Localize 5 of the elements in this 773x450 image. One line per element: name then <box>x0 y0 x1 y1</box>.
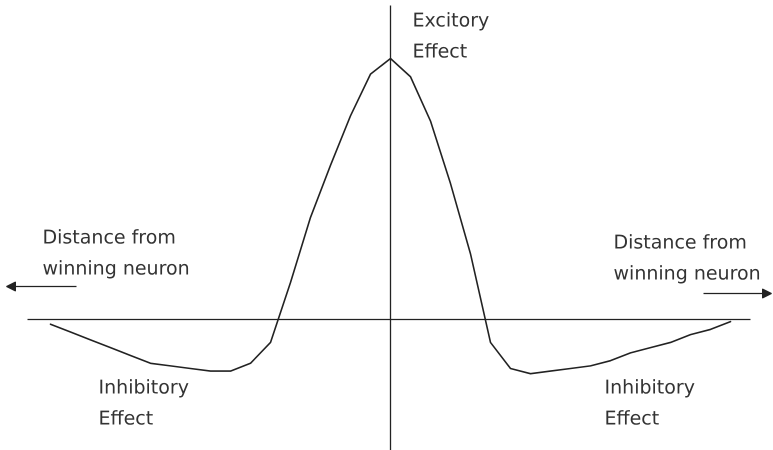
text: Inhibitory Effect <box>604 376 695 430</box>
annotation: Distance from winning neuron <box>42 226 190 280</box>
annotation: Distance from winning neuron <box>614 232 761 284</box>
annotation: Excitory Effect <box>412 10 490 62</box>
text: Inhibitory Effect <box>98 376 189 430</box>
